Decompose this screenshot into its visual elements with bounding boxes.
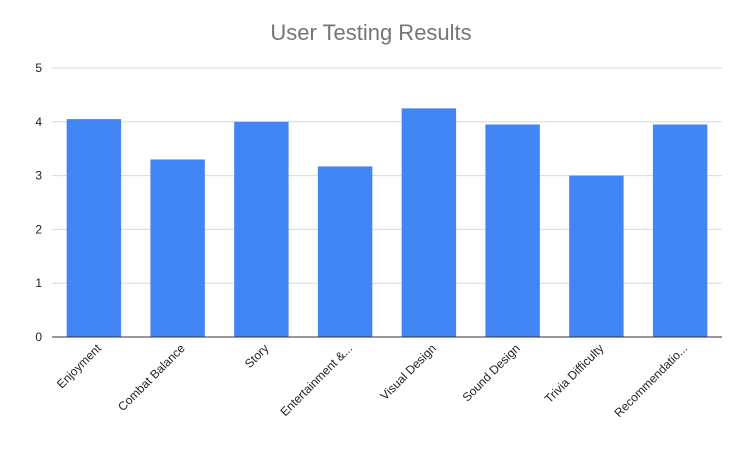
x-tick-label: Sound Design [460, 341, 523, 404]
bar[interactable] [234, 121, 289, 337]
y-tick-label: 1 [35, 276, 42, 290]
x-tick-label: Combat Balance [115, 341, 188, 414]
bar[interactable] [317, 166, 373, 337]
x-tick-label: Enjoyment [54, 341, 104, 391]
y-tick-label: 5 [35, 61, 42, 75]
bar[interactable] [652, 124, 708, 338]
x-tick-label: Recommendatio... [611, 341, 690, 420]
bar[interactable] [485, 124, 540, 338]
y-tick-label: 4 [35, 115, 42, 129]
x-tick-label: Entertainment &... [277, 341, 355, 419]
y-axis-ticks: 0 1 2 3 4 5 [35, 61, 42, 344]
bar[interactable] [401, 108, 457, 337]
x-tick-label: Visual Design [377, 341, 439, 403]
bars [66, 108, 708, 338]
x-tick-label: Story [242, 341, 272, 371]
bar[interactable] [66, 119, 122, 337]
x-tick-label: Trivia Difficulty [542, 341, 607, 406]
bar[interactable] [569, 175, 624, 337]
y-tick-label: 0 [35, 330, 42, 344]
y-tick-label: 2 [35, 222, 42, 236]
x-axis-labels: Enjoyment Combat Balance Story Entertainmen… [54, 341, 690, 420]
chart-title: User Testing Results [270, 20, 471, 45]
bar[interactable] [150, 159, 205, 337]
y-tick-label: 3 [35, 169, 42, 183]
